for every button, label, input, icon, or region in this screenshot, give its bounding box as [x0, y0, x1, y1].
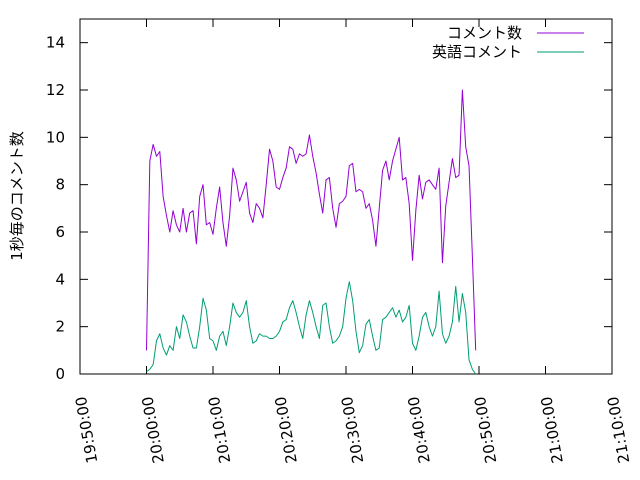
- x-tick-label: 21:00:00: [537, 395, 566, 464]
- series-line-2: [146, 281, 477, 375]
- y-tick-label: 14: [46, 34, 65, 52]
- x-tick-label: 21:10:00: [604, 395, 633, 464]
- legend-label-2: 英語コメント: [432, 43, 522, 61]
- x-tick-label: 20:30:00: [338, 395, 367, 464]
- x-tick-label: 20:10:00: [205, 395, 234, 464]
- legend-label-1: コメント数: [447, 24, 522, 42]
- y-tick-label: 12: [46, 81, 65, 99]
- y-tick-label: 6: [55, 223, 65, 241]
- y-tick-label: 4: [55, 270, 65, 288]
- y-tick-label: 10: [46, 128, 65, 146]
- y-tick-label: 2: [55, 318, 65, 336]
- x-tick-label: 19:50:00: [72, 395, 101, 464]
- x-tick-label: 20:40:00: [404, 395, 433, 464]
- y-axis-label: 1秒毎のコメント数: [8, 131, 26, 261]
- x-axis: 19:50:00 20:00:00 20:10:00 20:20:00 20:30:00…: [72, 19, 633, 465]
- x-tick-label: 20:50:00: [471, 395, 500, 464]
- y-axis: 0 2 4 6 8 10 12 14: [46, 34, 612, 383]
- series-line-1: [146, 89, 477, 351]
- x-tick-label: 20:00:00: [138, 395, 167, 464]
- y-tick-label: 0: [55, 365, 65, 383]
- y-tick-label: 8: [55, 176, 65, 194]
- series-layer: [146, 89, 477, 375]
- x-tick-label: 20:20:00: [271, 395, 300, 464]
